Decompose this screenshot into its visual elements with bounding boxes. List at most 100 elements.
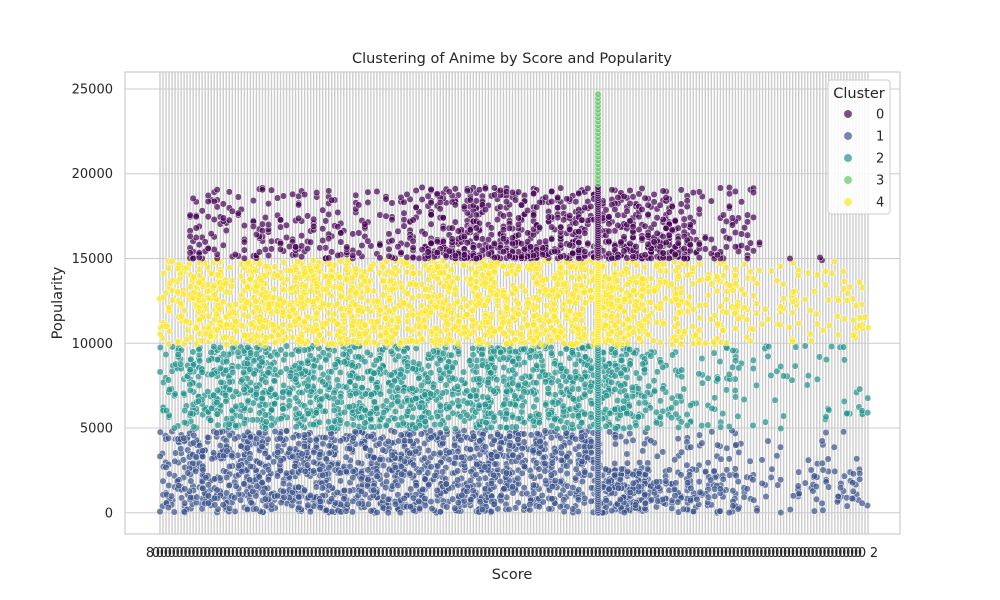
data-point — [295, 483, 303, 491]
data-point — [240, 480, 248, 488]
data-point — [527, 472, 535, 480]
data-point — [181, 485, 189, 493]
data-point — [635, 469, 643, 477]
data-point — [337, 437, 345, 445]
data-point — [261, 411, 269, 419]
data-point — [677, 471, 685, 479]
data-point — [208, 269, 216, 277]
data-point — [864, 409, 872, 417]
data-point — [415, 468, 423, 476]
data-point — [617, 286, 625, 294]
data-point — [349, 467, 357, 475]
data-point — [427, 434, 435, 442]
data-point — [639, 447, 647, 455]
data-point — [372, 404, 380, 413]
data-point — [574, 496, 582, 504]
data-point — [557, 388, 565, 396]
data-point — [325, 449, 333, 457]
data-point — [435, 366, 444, 374]
data-point — [629, 471, 637, 479]
data-point — [616, 475, 624, 484]
data-point — [514, 435, 522, 443]
data-point — [213, 410, 221, 418]
data-point — [801, 479, 809, 487]
data-point — [572, 465, 580, 473]
data-point — [503, 340, 511, 348]
data-point — [394, 384, 402, 392]
data-point — [429, 383, 437, 391]
data-point — [460, 261, 468, 269]
data-point — [472, 470, 480, 479]
data-point — [277, 346, 285, 354]
data-point — [207, 348, 215, 357]
data-point — [436, 449, 444, 457]
data-point — [187, 409, 195, 417]
data-point — [773, 452, 781, 460]
data-point — [611, 349, 619, 357]
data-point — [373, 384, 381, 392]
data-point — [535, 449, 543, 457]
data-point — [451, 425, 459, 433]
data-point — [184, 326, 192, 334]
data-point — [639, 360, 647, 368]
data-point — [624, 339, 632, 347]
data-point — [830, 443, 838, 451]
data-point — [268, 501, 276, 509]
data-point — [520, 484, 528, 492]
data-point — [403, 362, 412, 370]
data-point — [466, 445, 474, 453]
data-point — [780, 372, 788, 380]
data-point — [818, 499, 826, 507]
data-point — [553, 425, 561, 433]
data-point — [749, 476, 757, 484]
data-point — [252, 505, 260, 513]
data-point — [578, 477, 586, 486]
data-point — [626, 423, 634, 431]
data-point — [496, 477, 504, 485]
data-point — [415, 497, 423, 505]
data-point — [205, 356, 213, 364]
data-point — [856, 469, 864, 477]
data-point — [339, 311, 347, 319]
data-point — [541, 286, 549, 294]
data-point — [656, 338, 664, 346]
data-point — [463, 302, 471, 310]
data-point — [560, 508, 568, 516]
data-point — [398, 470, 406, 478]
data-point — [818, 437, 826, 445]
data-point — [237, 442, 245, 450]
data-point — [322, 434, 330, 442]
data-point — [496, 423, 504, 431]
data-point — [795, 319, 803, 328]
data-point — [439, 468, 447, 476]
data-point — [496, 409, 504, 417]
data-point — [722, 296, 730, 304]
data-point — [231, 435, 239, 443]
data-point — [545, 410, 553, 418]
data-point — [623, 374, 631, 382]
data-point — [220, 350, 228, 358]
data-point — [551, 448, 559, 456]
data-point — [211, 475, 219, 483]
data-point — [367, 433, 375, 441]
data-point — [710, 349, 718, 357]
data-point — [261, 449, 269, 458]
data-point — [487, 354, 495, 362]
data-point — [361, 358, 369, 366]
data-point — [849, 479, 857, 487]
data-point — [674, 263, 682, 272]
data-point — [427, 463, 435, 471]
data-point — [487, 507, 495, 516]
data-point — [194, 397, 202, 405]
data-point — [520, 418, 528, 427]
data-point — [264, 476, 272, 484]
data-point — [509, 366, 517, 374]
data-point — [695, 326, 703, 334]
data-point — [274, 448, 282, 456]
data-point — [180, 306, 188, 314]
data-point — [617, 369, 625, 377]
data-point — [370, 369, 378, 377]
data-point — [725, 455, 733, 463]
data-point — [442, 425, 450, 433]
data-point — [834, 331, 842, 339]
